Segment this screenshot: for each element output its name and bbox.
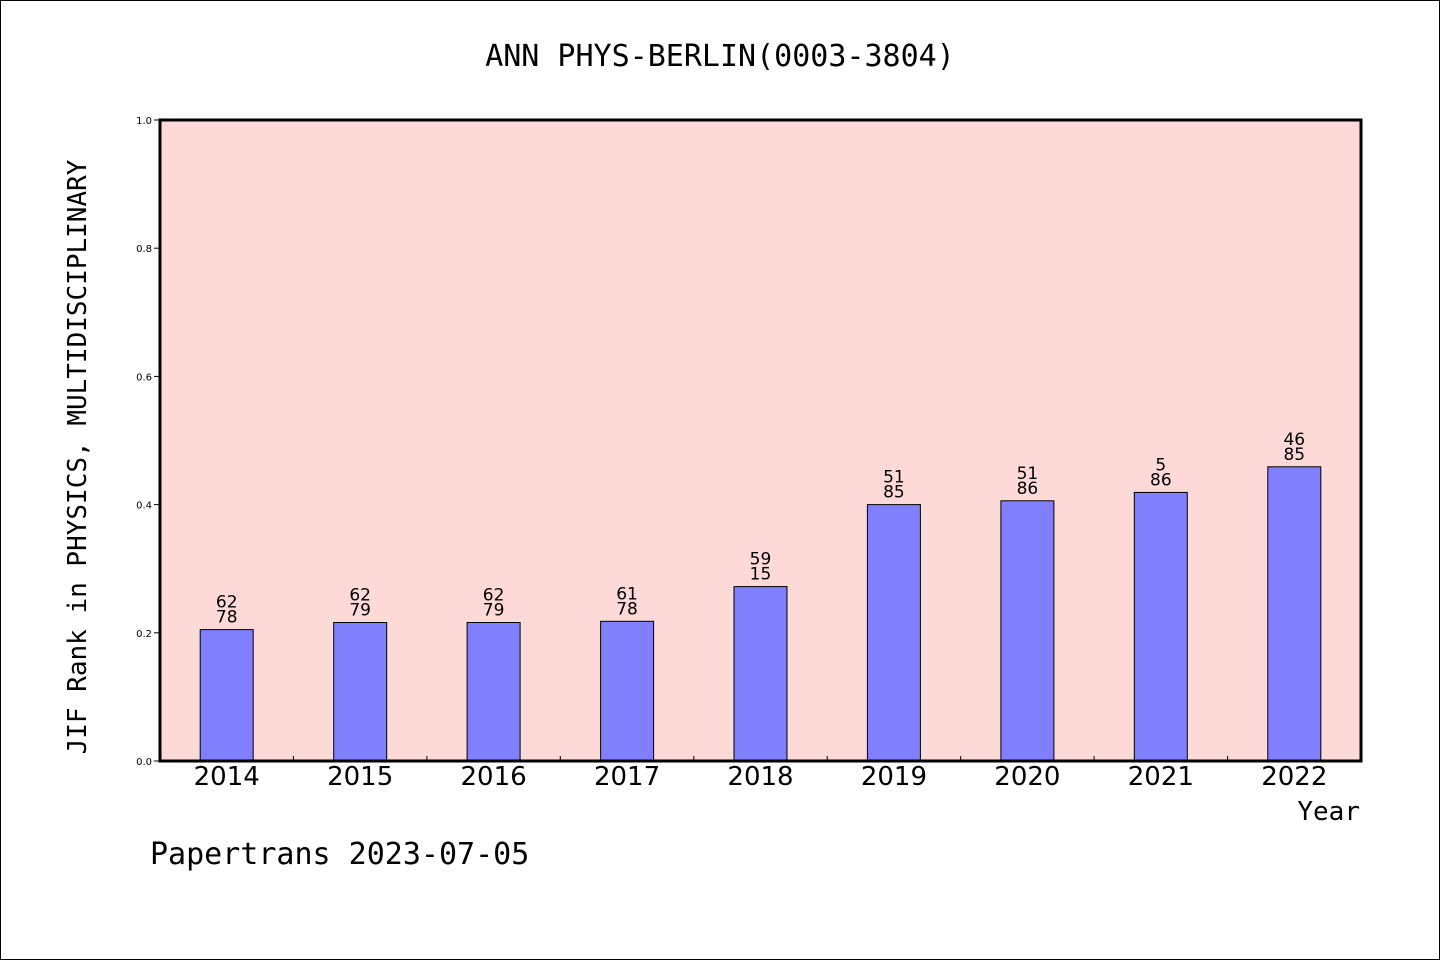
bar-2019 (866, 504, 921, 762)
y-tick-label-0.8: 0.8 (136, 244, 152, 255)
bar-label-top-2017: 61 (616, 584, 638, 604)
bar-label-bottom-2018: 15 (750, 565, 772, 585)
bar-2014 (199, 629, 254, 762)
bar-label-top-2022: 46 (1283, 430, 1305, 450)
bar-label-top-2020: 51 (1017, 464, 1039, 484)
x-tick-label-2014: 2014 (194, 762, 260, 792)
x-tick-label-2015: 2015 (327, 762, 393, 792)
bar-label-bottom-2019: 85 (883, 483, 905, 503)
x-tick-label-2017: 2017 (594, 762, 660, 792)
y-tick-label-0.2: 0.2 (136, 629, 152, 640)
x-tick-label-2021: 2021 (1128, 762, 1194, 792)
x-tick-label-2018: 2018 (727, 762, 793, 792)
y-tick-label-0.0: 0.0 (136, 757, 152, 768)
bar-2016 (466, 622, 521, 762)
bar-label-top-2019: 51 (883, 468, 905, 488)
x-tick-label-2019: 2019 (861, 762, 927, 792)
y-axis: 0.0 0.2 0.4 0.6 0.8 1.0 (136, 116, 160, 768)
y-tick-label-1.0: 1.0 (136, 116, 152, 127)
plot-border (158, 118, 1363, 763)
y-axis-label: JIF Rank in PHYSICS, MULTIDISCIPLINARY (63, 159, 93, 754)
bar-label-top-2021: 5 (1155, 455, 1166, 475)
x-axis-label: Year (1297, 797, 1360, 827)
bar-label-top-2014: 62 (216, 593, 238, 613)
bars-group (199, 466, 1322, 762)
bar-label-bottom-2021: 86 (1150, 470, 1172, 490)
x-tick-label-2016: 2016 (461, 762, 527, 792)
bar-2022 (1267, 466, 1322, 762)
bar-label-bottom-2022: 85 (1283, 445, 1305, 465)
bar-2017 (600, 620, 655, 762)
bar-label-bottom-2014: 78 (216, 608, 238, 628)
bar-2018 (733, 586, 788, 762)
bar-label-bottom-2017: 78 (616, 599, 638, 619)
bar-2015 (333, 622, 388, 762)
bar-2021 (1133, 491, 1188, 762)
x-tick-label-2022: 2022 (1261, 762, 1327, 792)
x-axis: 2014 2015 2016 2017 2018 2019 2020 2021 2022 (194, 756, 1327, 792)
x-tick-label-2020: 2020 (994, 762, 1060, 792)
bar-label-bottom-2016: 79 (483, 601, 505, 621)
bar-label-bottom-2020: 86 (1017, 479, 1039, 499)
chart-title: ANN PHYS-BERLIN(0003-3804) (485, 39, 955, 74)
y-tick-label-0.4: 0.4 (136, 501, 152, 512)
bar-label-top-2015: 62 (349, 586, 371, 606)
footer-credit: Papertrans 2023-07-05 (150, 837, 529, 872)
bar-label-bottom-2015: 79 (349, 601, 371, 621)
bar-label-top-2018: 59 (750, 550, 772, 570)
bar-2020 (1000, 500, 1055, 762)
y-tick-label-0.6: 0.6 (136, 372, 152, 383)
bar-label-top-2016: 62 (483, 586, 505, 606)
